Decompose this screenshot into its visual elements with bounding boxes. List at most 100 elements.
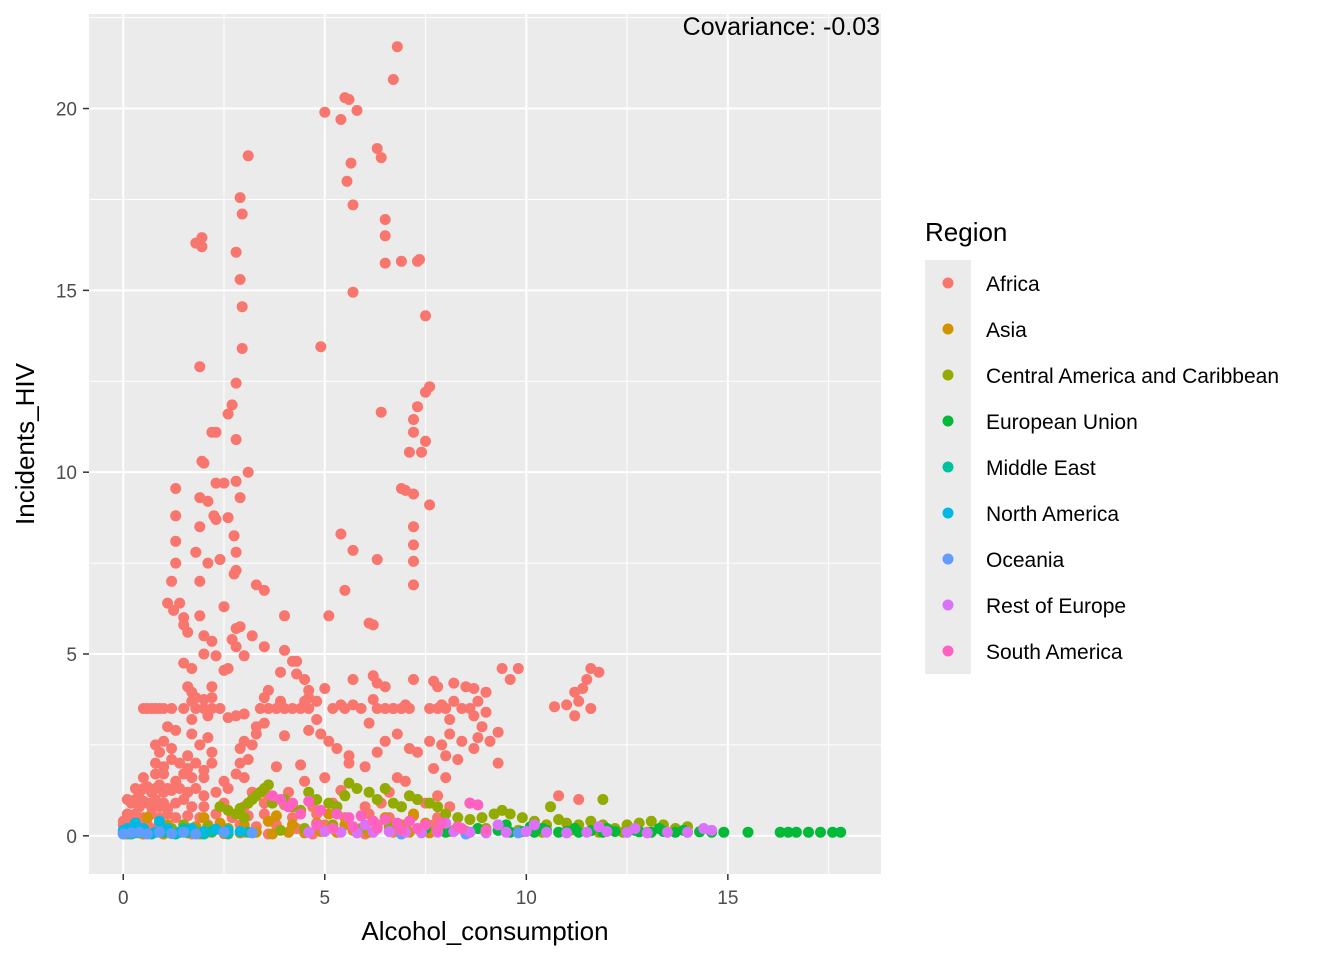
data-point [270, 810, 282, 822]
data-point [194, 361, 206, 373]
data-point [246, 630, 258, 642]
data-point [137, 772, 149, 784]
data-point [194, 739, 206, 751]
data-point [258, 797, 270, 809]
data-point [234, 743, 246, 754]
y-tick-label: 0 [66, 827, 77, 848]
data-point [835, 826, 847, 838]
legend-label: European Union [986, 411, 1138, 434]
data-point [351, 104, 363, 116]
data-point [379, 814, 391, 825]
data-point [190, 783, 202, 794]
data-point [347, 674, 359, 685]
data-point [230, 434, 242, 445]
covariance-annotation: Covariance: -0.03 [683, 13, 880, 41]
data-point [186, 728, 198, 740]
data-point [258, 717, 270, 729]
data-point [492, 757, 504, 769]
data-point [319, 772, 331, 784]
data-point [597, 794, 609, 805]
data-point [270, 761, 282, 773]
data-point [492, 819, 504, 831]
data-point [545, 801, 556, 813]
data-point [214, 554, 226, 565]
data-point [452, 754, 464, 765]
data-point [178, 794, 190, 805]
data-point [186, 663, 198, 674]
legend-key [942, 553, 954, 565]
data-point [234, 192, 246, 204]
data-point [275, 666, 286, 678]
data-point [440, 808, 452, 820]
data-point [331, 743, 343, 754]
data-point [319, 106, 331, 118]
data-point [645, 815, 657, 827]
data-point [218, 477, 230, 489]
data-point [198, 790, 210, 802]
data-point [339, 703, 351, 714]
data-point [512, 663, 524, 674]
data-point [581, 674, 593, 685]
legend-key [942, 415, 954, 427]
data-point [395, 255, 407, 267]
data-point [254, 703, 266, 714]
data-point [790, 826, 802, 838]
data-point [206, 757, 218, 769]
data-point [581, 826, 593, 838]
data-point [258, 692, 270, 704]
data-point [424, 703, 436, 714]
data-point [228, 530, 240, 542]
data-point [236, 343, 248, 354]
data-point [194, 610, 206, 622]
data-point [218, 826, 230, 838]
data-point [343, 812, 355, 824]
data-point [424, 499, 436, 511]
data-point [170, 557, 182, 569]
data-point [742, 826, 754, 838]
data-point [520, 826, 532, 837]
data-point [629, 823, 641, 834]
y-tick-label: 10 [56, 463, 77, 484]
legend-key [942, 461, 954, 473]
data-point [476, 812, 488, 824]
data-point [170, 535, 182, 547]
data-point [408, 579, 419, 591]
data-point [210, 514, 222, 525]
data-point [371, 554, 383, 565]
data-point [154, 746, 165, 758]
data-point [299, 775, 311, 787]
data-point [549, 701, 560, 713]
data-point [238, 772, 250, 784]
data-point [448, 695, 460, 707]
data-point [222, 408, 234, 420]
data-point [198, 812, 210, 824]
data-point [343, 94, 355, 105]
x-tick-label: 5 [319, 888, 330, 909]
data-point [198, 801, 210, 813]
data-point [202, 710, 214, 722]
data-point [379, 735, 391, 747]
data-point [412, 401, 423, 413]
data-point [496, 663, 508, 674]
data-point [246, 827, 258, 839]
data-point [408, 488, 419, 500]
data-point [347, 544, 359, 556]
data-point [343, 777, 355, 789]
data-point [129, 817, 141, 829]
data-point [154, 826, 165, 838]
data-point [363, 786, 375, 798]
data-point [492, 726, 504, 738]
data-point [682, 826, 693, 838]
data-point [182, 626, 194, 638]
data-point [403, 703, 415, 714]
data-point [468, 683, 480, 694]
data-point [432, 703, 444, 714]
legend-key [942, 323, 954, 335]
data-point [303, 786, 315, 798]
data-point [206, 746, 218, 758]
data-point [170, 510, 182, 522]
data-point [236, 208, 248, 220]
data-point [178, 826, 190, 838]
data-point [403, 815, 415, 827]
